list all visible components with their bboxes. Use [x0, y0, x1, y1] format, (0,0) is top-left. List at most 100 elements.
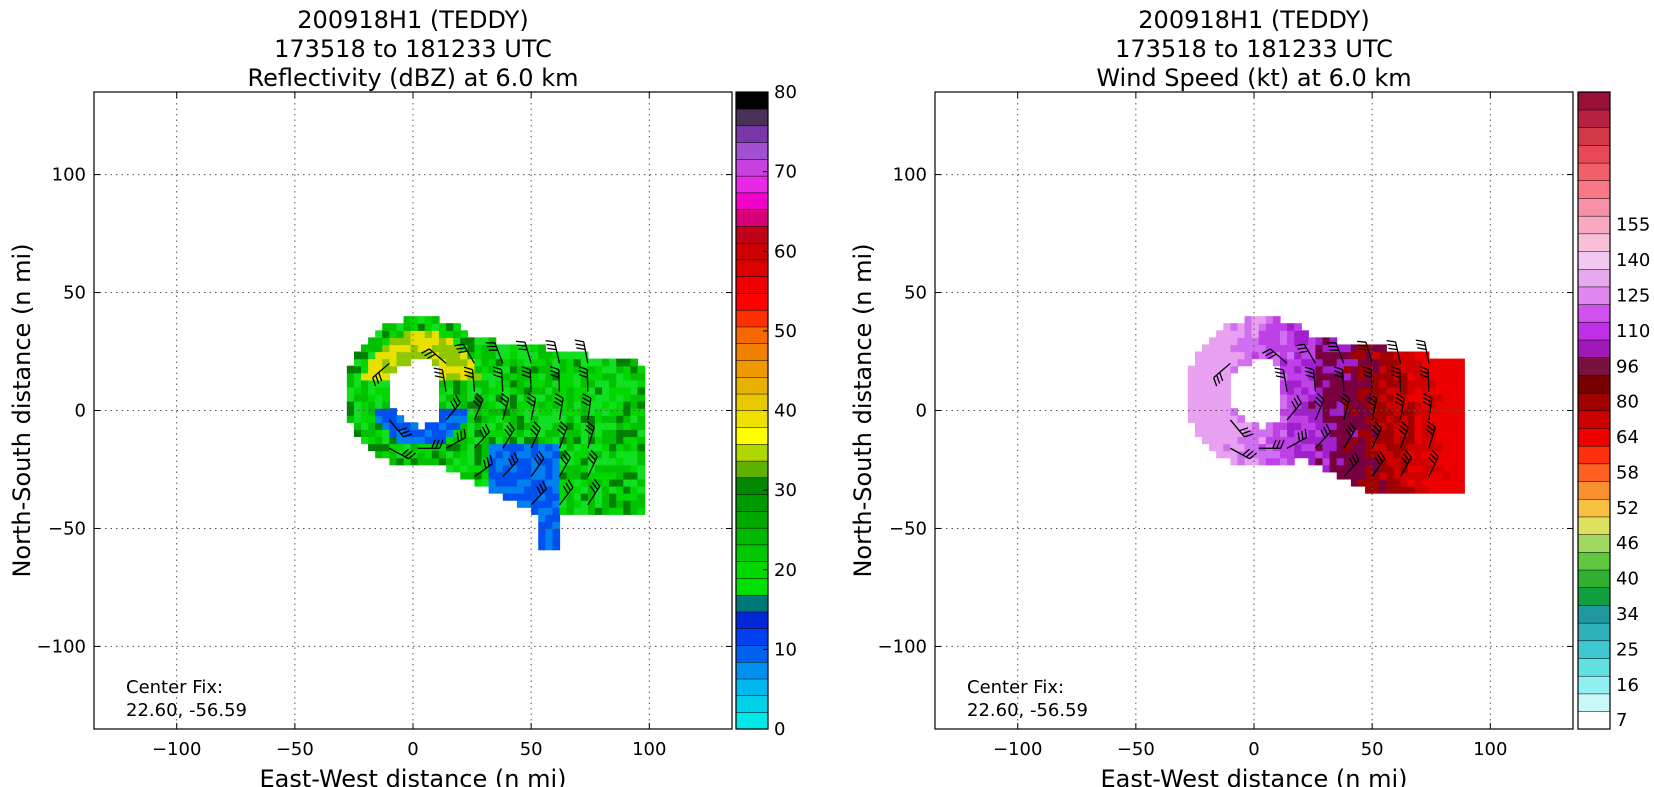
field-cell: [545, 386, 554, 395]
field-cell: [1294, 436, 1302, 445]
wind-barb-feather: [1275, 371, 1285, 375]
wind-barb-feather: [1297, 432, 1301, 442]
colorbar-bin: [1577, 569, 1611, 588]
field-cell: [438, 450, 447, 459]
field-cell: [495, 485, 504, 494]
field-cell: [1244, 330, 1253, 338]
field-cell: [1209, 372, 1217, 381]
field-cell: [1457, 450, 1465, 459]
field-cell: [460, 415, 468, 423]
field-cell: [460, 365, 468, 374]
field-cell: [353, 358, 362, 367]
field-cell: [1244, 337, 1253, 346]
wind-barb-feather: [550, 366, 559, 371]
field-cell: [1457, 422, 1465, 430]
field-cell: [353, 365, 362, 374]
field-cell: [375, 422, 383, 430]
field-cell: [1393, 408, 1402, 416]
wind-barb-feather: [1391, 373, 1401, 379]
field-cell: [502, 365, 511, 374]
field-cell: [431, 358, 440, 367]
field-cell: [1301, 337, 1309, 346]
field-cell: [453, 443, 461, 452]
field-cell: [1265, 422, 1274, 430]
field-cell: [1421, 450, 1430, 459]
colorbar-tick-label: 155: [1616, 215, 1650, 236]
field-cell: [460, 436, 468, 445]
field-cell: [1209, 337, 1217, 346]
field-cell: [531, 493, 539, 501]
field-cell: [580, 464, 589, 473]
field-cell: [375, 436, 383, 445]
field-cell: [516, 436, 525, 445]
field-cell: [410, 429, 419, 438]
colorbar-bin: [735, 142, 769, 160]
field-cell: [1322, 358, 1331, 367]
wind-barb-feather: [576, 347, 586, 351]
field-cell: [1329, 351, 1338, 360]
field-cell: [566, 493, 575, 501]
wind-barb-feather: [587, 456, 595, 465]
wind-barb-feather: [1374, 421, 1382, 429]
field-cell: [389, 323, 398, 331]
field-cell: [1329, 422, 1338, 430]
field-cell: [566, 415, 575, 423]
wind-barb-feather: [483, 459, 487, 469]
field-cell: [446, 386, 454, 395]
field-cell: [1322, 457, 1331, 466]
field-cell: [516, 443, 525, 452]
wind-barb-feather: [1395, 396, 1404, 403]
wind-barb-feather: [1405, 450, 1412, 458]
field-cell: [382, 401, 390, 409]
field-cell: [346, 393, 355, 402]
field-cell: [1230, 365, 1239, 374]
wind-barb-feather: [1427, 421, 1436, 428]
field-cell: [453, 450, 461, 459]
colorbar-bin: [735, 259, 769, 277]
field-cell: [1279, 372, 1288, 381]
field-cell: [417, 450, 426, 459]
field-cell: [474, 393, 483, 402]
colorbar-bin: [1577, 427, 1611, 447]
field-cell: [474, 351, 483, 360]
wind-barb-feather: [1349, 421, 1356, 430]
field-cell: [1216, 337, 1224, 346]
field-cell: [545, 351, 554, 360]
field-cell: [573, 422, 582, 430]
field-cell: [509, 344, 518, 353]
field-cell: [580, 457, 589, 466]
field-cell: [1301, 379, 1309, 388]
field-cell: [609, 471, 617, 480]
field-cell: [1336, 471, 1345, 480]
field-cell: [1365, 485, 1373, 494]
field-cell: [1279, 422, 1288, 430]
colorbar-tick-label: 70: [774, 162, 797, 183]
field-cell: [375, 401, 383, 409]
field-cell: [1272, 457, 1281, 466]
field-cell: [573, 401, 582, 409]
field-cell: [481, 457, 490, 466]
field-cell: [438, 323, 447, 331]
field-cell: [1223, 393, 1231, 402]
field-cell: [1414, 478, 1423, 487]
field-cell: [488, 485, 497, 494]
field-cell: [516, 344, 525, 353]
wind-barb-feather: [1291, 400, 1297, 410]
field-cell: [1294, 330, 1302, 338]
field-cell: [488, 450, 497, 459]
field-cell: [453, 422, 461, 430]
field-cell: [1365, 429, 1373, 438]
field-cell: [1343, 408, 1352, 416]
field-cell: [566, 450, 575, 459]
field-cell: [1379, 358, 1387, 367]
field-cell: [1230, 429, 1239, 438]
field-cell: [495, 401, 504, 409]
field-cell: [1457, 436, 1465, 445]
field-cell: [1265, 337, 1274, 346]
field-cell: [602, 358, 610, 367]
field-cell: [1216, 379, 1224, 388]
field-cell: [389, 408, 398, 416]
field-cell: [389, 337, 398, 346]
field-cell: [1386, 485, 1395, 494]
field-cell: [1322, 401, 1331, 409]
